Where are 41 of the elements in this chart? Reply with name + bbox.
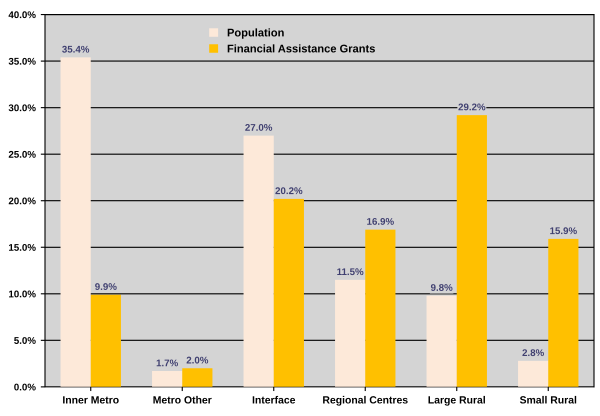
x-tick-label: Regional Centres (323, 396, 408, 406)
bar (426, 296, 457, 387)
legend-label: Financial Assistance Grants (228, 44, 375, 52)
data-label: 11.5% (337, 268, 364, 276)
legend-label: Population (228, 28, 284, 39)
y-tick-label: 0.0% (14, 384, 36, 390)
bar (244, 136, 274, 387)
x-tick-label: Metro Other (153, 396, 212, 404)
y-tick-label: 10.0% (9, 290, 36, 298)
bar (548, 238, 578, 387)
data-label: 2.0% (186, 356, 208, 364)
data-label: 2.8% (522, 349, 544, 356)
y-tick-label: 20.0% (8, 197, 36, 204)
bar (335, 280, 366, 387)
data-label: 9.9% (95, 283, 117, 290)
data-label: 15.9% (550, 227, 577, 234)
bar (90, 294, 121, 387)
y-tick-label: 40.0% (8, 11, 36, 18)
bar (274, 198, 304, 387)
y-tick-label: 25.0% (8, 150, 36, 158)
data-label: 29.2% (458, 104, 486, 110)
y-tick-label: 5.0% (14, 337, 36, 344)
data-label: 1.7% (156, 359, 178, 366)
data-label: 9.8% (430, 284, 452, 291)
bar (60, 57, 91, 387)
y-tick-label: 15.0% (9, 244, 36, 251)
x-tick-label: Inner Metro (63, 396, 119, 404)
x-tick-label: Large Rural (428, 396, 485, 406)
data-label: 27.0% (245, 124, 272, 131)
bar (182, 368, 212, 387)
x-tick-label: Interface (252, 396, 296, 404)
bar (456, 115, 487, 387)
y-tick-label: 35.0% (8, 58, 36, 65)
y-tick-label: 30.0% (8, 104, 36, 112)
bar (518, 360, 548, 387)
x-tick-label: Small Rural (520, 396, 576, 404)
data-label: 20.2% (275, 187, 302, 194)
bar (152, 371, 182, 387)
data-label: 35.4% (62, 46, 90, 53)
bar (365, 230, 396, 387)
data-label: 16.9% (367, 218, 394, 225)
